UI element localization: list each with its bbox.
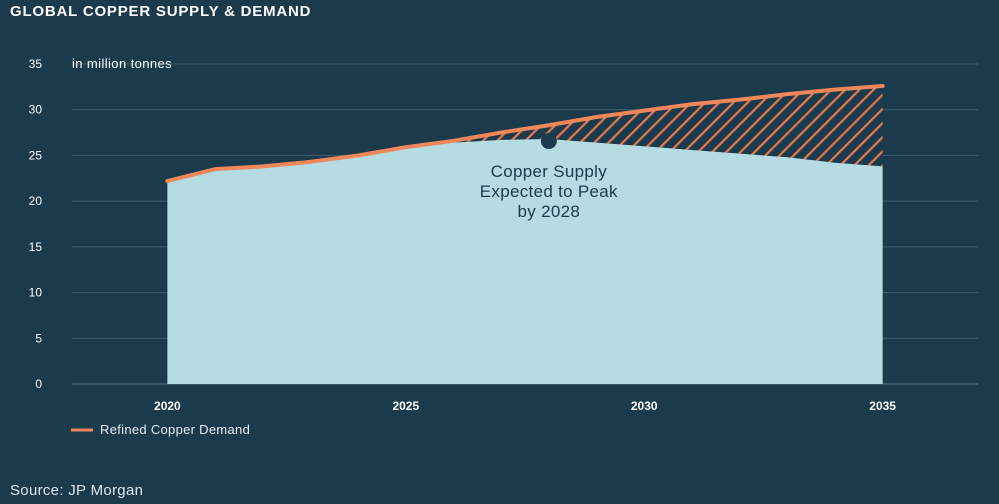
x-tick-label: 2030: [631, 399, 658, 413]
peak-marker: [540, 132, 557, 149]
demand-line: [165, 83, 885, 184]
y-tick-label: 25: [29, 148, 43, 162]
x-tick-label: 2020: [154, 399, 181, 413]
y-tick-label: 15: [29, 240, 43, 254]
x-axis: 2020 2025 2030 2035: [154, 399, 896, 413]
y-axis: 0 5 10 15 20 25 30 35: [29, 57, 43, 391]
legend-label-demand: Refined Copper Demand: [100, 422, 250, 437]
x-tick-label: 2025: [392, 399, 419, 413]
y-tick-label: 20: [29, 194, 43, 208]
supply-gap-hatch: [167, 85, 883, 182]
y-tick-label: 5: [35, 331, 42, 345]
source-note: Source: JP Morgan: [10, 482, 144, 499]
chart-title: GLOBAL COPPER SUPPLY & DEMAND: [10, 3, 312, 20]
y-tick-label: 35: [29, 57, 43, 71]
supply-area: [167, 138, 883, 384]
y-tick-label: 0: [35, 377, 42, 391]
x-tick-label: 2035: [869, 399, 896, 413]
annotation-line-1: Copper Supply: [491, 162, 608, 181]
unit-label: in million tonnes: [72, 56, 172, 71]
annotation-line-3: by 2028: [518, 202, 581, 221]
annotation-line-2: Expected to Peak: [480, 182, 618, 201]
y-tick-label: 30: [29, 103, 43, 117]
y-tick-label: 10: [29, 286, 43, 300]
